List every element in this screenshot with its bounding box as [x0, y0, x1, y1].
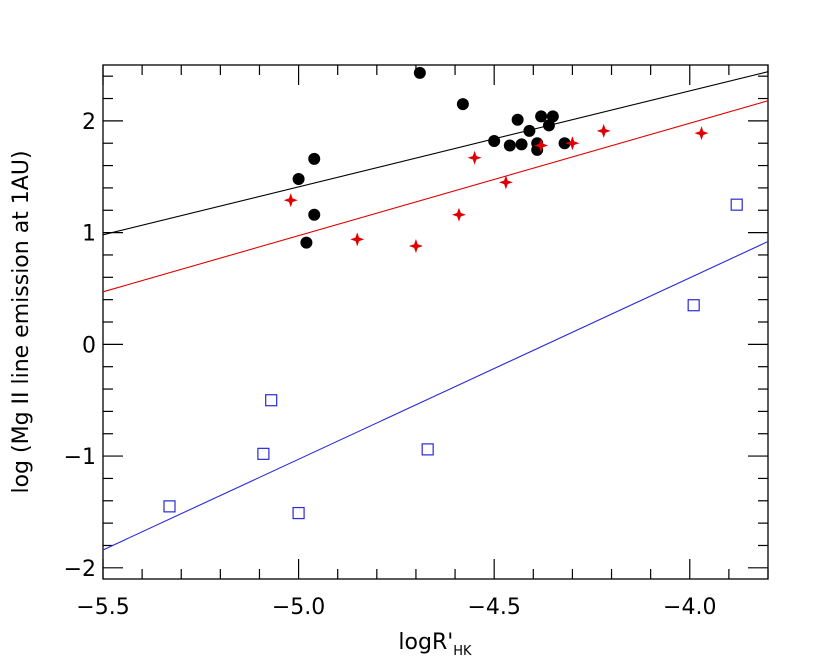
data-point-circle — [456, 98, 469, 111]
y-axis-title: log (Mg II line emission at 1AU) — [9, 150, 34, 493]
fit-lines — [102, 71, 769, 551]
data-point-circle — [535, 110, 548, 123]
data-point-square — [730, 198, 743, 211]
data-point-square — [687, 299, 700, 312]
y-tick-label: −2 — [64, 557, 96, 582]
data-point-circle — [413, 66, 426, 79]
data-point-square — [257, 447, 270, 460]
data-point-circle — [308, 208, 321, 221]
data-point-circle — [542, 119, 555, 132]
data-point-star — [534, 138, 549, 153]
x-axis-title-subscript: HK — [453, 644, 472, 659]
data-point-square — [292, 506, 305, 520]
x-axis-title: logR'HK — [398, 630, 472, 659]
data-point-circle — [546, 110, 559, 123]
fit-line-2 — [102, 100, 769, 293]
data-point-star — [408, 239, 423, 254]
fit-line-1 — [102, 71, 769, 236]
data-point-circle — [308, 152, 321, 165]
data-point-circle — [523, 124, 536, 137]
y-tick-label: 1 — [82, 222, 96, 247]
data-point-star — [694, 126, 709, 141]
data-point-star — [498, 175, 513, 190]
data-point-circle — [292, 172, 305, 185]
data-point-star — [467, 150, 482, 165]
data-point-circle — [503, 139, 516, 152]
data-point-star — [350, 232, 365, 247]
data-point-square — [163, 500, 176, 513]
data-points — [163, 66, 743, 520]
data-point-square — [265, 394, 278, 407]
axis-ticks — [102, 65, 769, 579]
x-tick-label: −5.5 — [76, 595, 129, 620]
x-tick-label: −4.0 — [663, 595, 716, 620]
data-point-star — [596, 123, 611, 138]
x-tick-label: −4.5 — [467, 595, 520, 620]
data-point-circle — [488, 134, 501, 147]
y-tick-label: −1 — [64, 445, 96, 470]
data-point-square — [421, 443, 434, 456]
y-tick-label: 2 — [82, 110, 96, 135]
plot-frame — [102, 64, 769, 580]
y-tick-label: 0 — [82, 333, 96, 358]
tick-labels: −5.5 −5.0 −4.5 −4.0 −2 −1 0 1 2 — [64, 110, 717, 620]
data-point-circle — [558, 137, 571, 150]
x-axis-title-main: logR' — [398, 630, 453, 655]
x-tick-label: −5.0 — [272, 595, 325, 620]
fit-line-3 — [102, 241, 769, 551]
data-point-circle — [511, 113, 524, 126]
data-point-circle — [515, 138, 528, 151]
data-point-circle — [300, 236, 313, 249]
data-point-star — [283, 193, 298, 208]
data-point-star — [565, 136, 580, 151]
data-point-star — [451, 207, 466, 222]
